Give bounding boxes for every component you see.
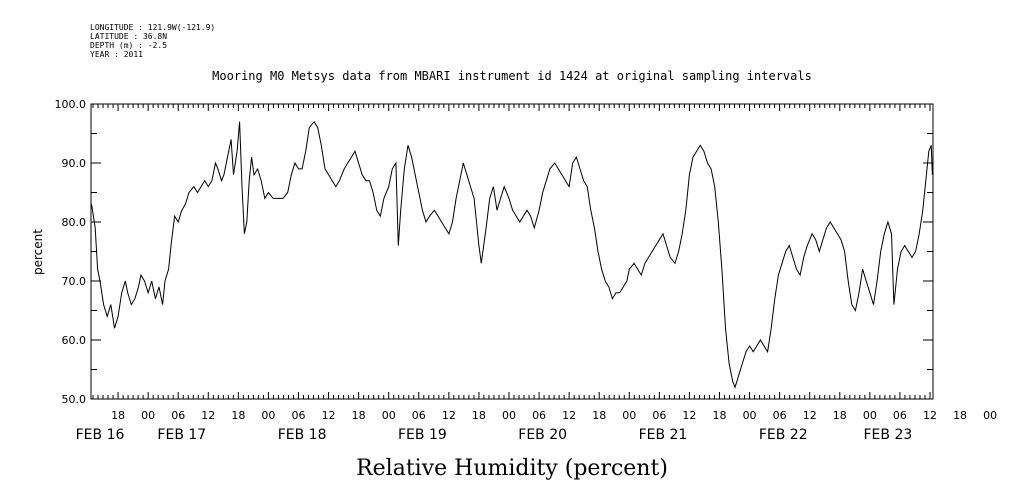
- x-hour-label: 12: [562, 409, 576, 422]
- x-hour-label: 18: [953, 409, 967, 422]
- x-axis-label: Relative Humidity (percent): [356, 456, 668, 481]
- x-axis: 18 00 06 12 18 00 06 12 18 00 06 12 18 00 06 12 18 00 06 12…: [76, 104, 997, 443]
- x-hour-label: 00: [983, 409, 997, 422]
- x-hour-label: 06: [291, 409, 305, 422]
- y-tick-label: 80.0: [62, 216, 87, 229]
- y-tick-label: 60.0: [62, 334, 87, 347]
- x-hour-label: 00: [261, 409, 275, 422]
- x-hour-label: 06: [412, 409, 426, 422]
- plot-frame: [90, 103, 934, 400]
- x-hour-label: 06: [532, 409, 546, 422]
- x-hour-label: 12: [682, 409, 696, 422]
- meta-year: YEAR : 2011: [90, 50, 143, 59]
- humidity-series-line: [91, 120, 933, 389]
- meta-depth: DEPTH (m) : -2.5: [90, 41, 167, 50]
- x-day-label: FEB 17: [157, 427, 206, 443]
- y-tick-label: 50.0: [62, 393, 87, 406]
- chart-title: Mooring M0 Metsys data from MBARI instru…: [212, 69, 812, 83]
- x-hour-label: 06: [652, 409, 666, 422]
- x-day-label: FEB 23: [864, 427, 913, 443]
- x-hour-label: 18: [472, 409, 486, 422]
- x-hour-label: 18: [111, 409, 125, 422]
- x-hour-label: 00: [141, 409, 155, 422]
- x-hour-label: 12: [442, 409, 456, 422]
- x-hour-label: 12: [803, 409, 817, 422]
- x-hour-label: 18: [833, 409, 847, 422]
- meta-latitude: LATITUDE : 36.8N: [90, 32, 167, 41]
- x-hour-label: 12: [201, 409, 215, 422]
- x-hour-label: 00: [502, 409, 516, 422]
- x-hour-label: 06: [893, 409, 907, 422]
- x-hour-label: 18: [352, 409, 366, 422]
- x-day-label: FEB 18: [278, 427, 327, 443]
- y-axis-label: percent: [31, 229, 45, 275]
- x-day-label: FEB 21: [639, 427, 688, 443]
- x-day-label: FEB 19: [398, 427, 447, 443]
- x-day-label: FEB 22: [759, 427, 808, 443]
- x-day-label: FEB 20: [518, 427, 567, 443]
- x-hour-label: 18: [231, 409, 245, 422]
- x-hour-label: 12: [322, 409, 336, 422]
- metadata-block: LONGITUDE : 121.9W(-121.9) LATITUDE : 36…: [90, 23, 215, 59]
- x-day-label: FEB 16: [76, 427, 125, 443]
- y-tick-label: 100.0: [55, 98, 87, 111]
- x-hour-label: 06: [773, 409, 787, 422]
- y-tick-label: 90.0: [62, 157, 87, 170]
- y-axis: 50.0 60.0 70.0 80.0 90.0 100.0: [55, 98, 933, 406]
- meta-longitude: LONGITUDE : 121.9W(-121.9): [90, 23, 215, 32]
- x-hour-label: 00: [863, 409, 877, 422]
- x-hour-label: 00: [743, 409, 757, 422]
- x-hour-label: 00: [382, 409, 396, 422]
- x-hour-label: 06: [171, 409, 185, 422]
- x-hour-label: 18: [712, 409, 726, 422]
- x-hour-label: 18: [592, 409, 606, 422]
- y-tick-label: 70.0: [62, 275, 87, 288]
- x-hour-label: 12: [923, 409, 937, 422]
- x-hour-label: 00: [622, 409, 636, 422]
